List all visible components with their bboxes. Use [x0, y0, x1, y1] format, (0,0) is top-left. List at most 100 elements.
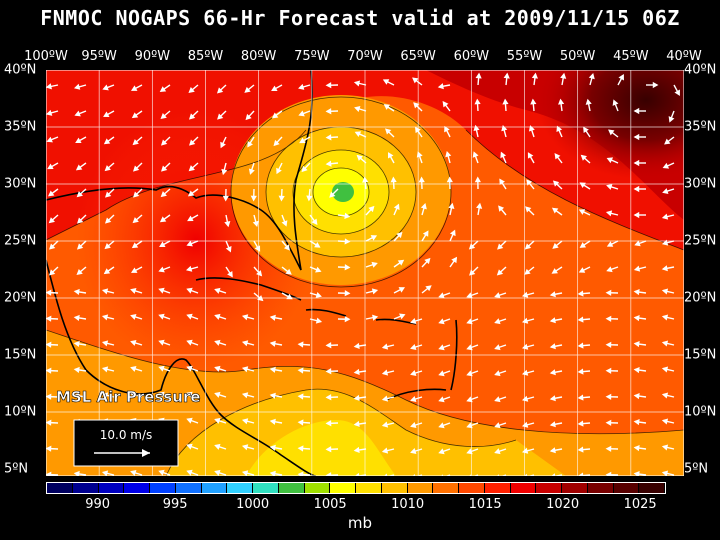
wind-arrow-head	[46, 445, 52, 452]
wind-arrow-head	[385, 128, 392, 135]
wind-arrow-head	[469, 269, 476, 276]
wind-arrow-head	[585, 98, 592, 105]
wind-arrow-head	[577, 394, 584, 401]
wind-arrow-head	[521, 317, 529, 324]
wind-arrow-head	[344, 212, 351, 219]
wind-arrow-head	[662, 162, 670, 169]
wind-arrow-head	[158, 391, 165, 398]
wind-arrow-head	[159, 241, 166, 247]
wind-arrow-head	[577, 342, 584, 349]
lon-label: 55ºW	[506, 49, 543, 64]
colorbar-swatch	[484, 483, 511, 493]
wind-arrow-head	[102, 84, 109, 91]
wind-arrow-head	[189, 139, 196, 146]
wind-arrow-head	[356, 154, 363, 161]
wind-arrow-head	[225, 246, 232, 253]
units-label: mb	[347, 514, 373, 532]
wind-arrow-head	[633, 341, 640, 348]
wind-arrow-head	[496, 269, 504, 276]
wind-arrow-head	[158, 339, 165, 346]
wind-arrow-head	[661, 265, 668, 272]
wind-arrow-head	[344, 264, 351, 271]
colorbar-label: 995	[162, 497, 188, 512]
wind-arrow-head	[130, 313, 137, 320]
wind-arrow-head	[158, 469, 165, 476]
wind-arrow-head	[662, 188, 669, 194]
lon-label: 95ºW	[81, 49, 117, 64]
lat-label: 30ºN	[684, 176, 717, 192]
wind-arrow-head	[186, 443, 193, 450]
wind-arrow-head	[325, 82, 332, 89]
wind-arrow-head	[383, 104, 391, 110]
wind-arrow-head	[449, 229, 456, 237]
wind-arrow-head	[501, 124, 508, 132]
wind-arrow-head	[73, 83, 81, 90]
wind-arrow-head	[329, 191, 336, 198]
wind-arrow-head	[410, 448, 417, 454]
lat-label: 20ºN	[684, 290, 717, 306]
wind-arrow-head	[521, 395, 529, 402]
wind-arrow-head	[214, 443, 221, 450]
colorbar-swatch	[253, 483, 279, 493]
wind-arrow-head	[133, 191, 140, 198]
wind-arrow-head	[297, 393, 304, 400]
wind-arrow-head	[527, 152, 534, 159]
wind-arrow-head	[273, 139, 280, 147]
wind-arrow-head	[370, 235, 378, 241]
wind-arrow-head	[354, 131, 362, 138]
wind-arrow-head	[605, 393, 612, 400]
wind-arrow-head	[577, 316, 584, 323]
wind-arrow-head	[398, 287, 406, 293]
wind-arrow	[552, 474, 563, 476]
wind-arrow-head	[612, 99, 619, 106]
wind-arrow-head	[133, 165, 140, 172]
wind-arrow-head	[244, 86, 251, 93]
wind-arrow-head	[306, 195, 313, 202]
wind-arrow-head	[425, 285, 432, 292]
wind-arrow-head	[438, 318, 445, 325]
lat-label: 30ºN	[4, 176, 37, 192]
wind-arrow-head	[551, 268, 558, 274]
wind-arrow-head	[494, 318, 501, 325]
wind-arrow-head	[256, 270, 263, 277]
lon-label: 40ºW	[666, 49, 702, 64]
wind-arrow-head	[325, 420, 332, 427]
wind-arrow-head	[247, 141, 253, 148]
wind-arrow-head	[353, 80, 361, 87]
wind-arrow-head	[73, 288, 80, 296]
pressure-map: MSL Air Pressure 10.0 m/s	[46, 70, 684, 476]
wind-arrow-head	[188, 165, 195, 172]
colorbar-swatch	[459, 483, 485, 493]
wind-arrow-head	[73, 314, 80, 322]
wind-arrow-head	[158, 287, 165, 294]
wind-arrow-head	[104, 165, 111, 172]
wind-arrow-head	[466, 396, 473, 403]
wind-arrow-head	[661, 340, 669, 347]
wind-arrow-head	[524, 243, 532, 250]
wind-arrow-head	[418, 176, 425, 183]
wind-arrow-head	[254, 245, 261, 252]
colorbar-swatch	[201, 483, 228, 493]
wind-arrow-head	[158, 365, 165, 372]
wind-arrow-head	[269, 470, 276, 476]
wind-arrow-head	[269, 366, 276, 373]
colorbar-swatch	[278, 483, 305, 493]
wind-arrow-head	[549, 291, 556, 298]
colorbar-swatch	[433, 483, 459, 493]
lat-label: 25ºN	[684, 233, 717, 249]
wind-arrow-head	[412, 77, 419, 84]
wind-arrow-head	[399, 313, 406, 320]
pressure-colorbar	[46, 482, 666, 494]
wind-arrow-head	[160, 191, 167, 198]
wind-arrow-head	[130, 339, 137, 346]
wind-arrow-head	[186, 240, 193, 247]
wind-arrow-head	[381, 369, 389, 376]
wind-arrow-head	[521, 447, 529, 454]
wind-arrow-head	[77, 217, 84, 224]
wind-arrow-head	[445, 150, 452, 158]
wind-arrow-head	[130, 469, 137, 476]
wind-arrow-head	[618, 74, 624, 81]
wind-arrow-head	[76, 191, 83, 198]
wind-arrow-head	[75, 164, 83, 171]
wind-arrow-head	[353, 446, 360, 454]
